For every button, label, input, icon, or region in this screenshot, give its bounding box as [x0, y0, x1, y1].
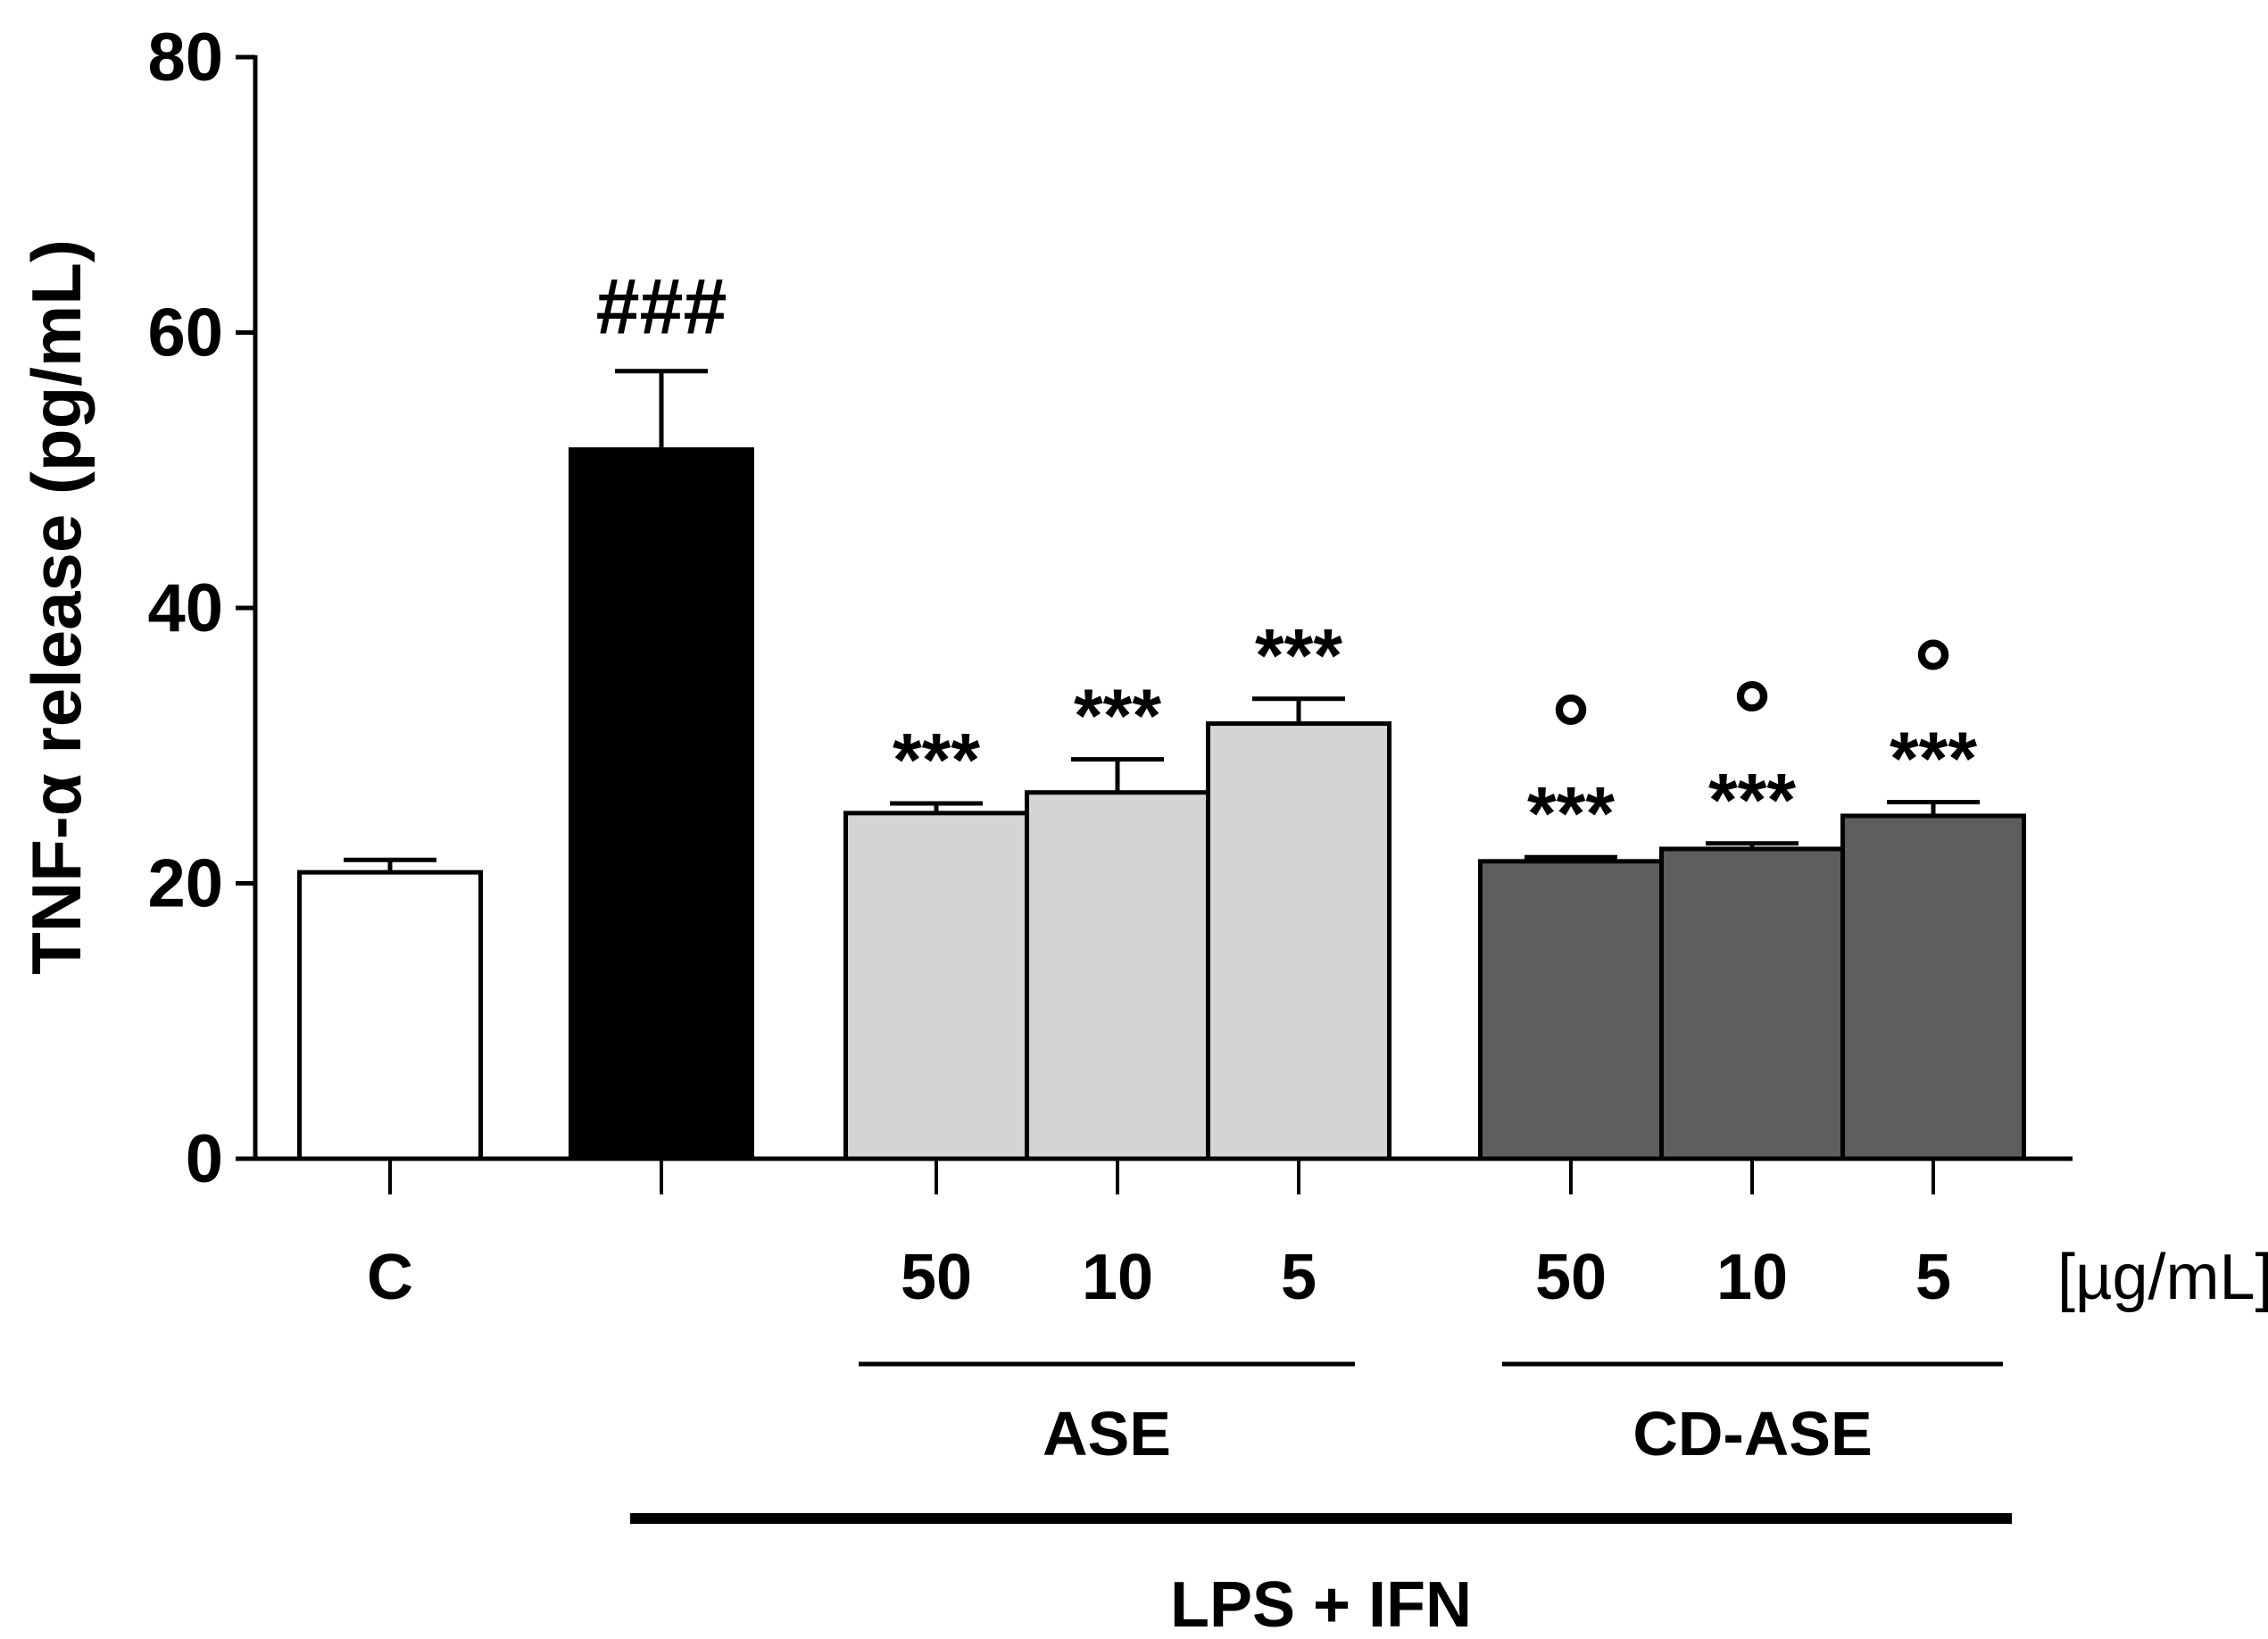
y-axis-title: TNF-α release (pg/mL)	[17, 239, 96, 975]
bar	[1478, 859, 1664, 1161]
bar	[843, 811, 1029, 1161]
significance-label: ***	[1255, 613, 1342, 697]
bar	[1659, 846, 1845, 1161]
significance-label: ***	[1890, 716, 1977, 800]
axes: 0 20 40 60 80	[147, 20, 2073, 1197]
bar	[1840, 813, 2026, 1161]
y-tick-label: 0	[186, 1121, 223, 1197]
significance-label: ***	[893, 718, 980, 802]
bars	[297, 369, 2026, 1161]
significance-label: ***	[1527, 771, 1615, 855]
labels: C###50***10***5***50***°10***°5***°[µg/m…	[367, 262, 2268, 1639]
category-label: C	[367, 1242, 413, 1313]
category-label: 50	[1535, 1242, 1607, 1313]
secondary-mark: °	[1551, 675, 1591, 785]
category-label: 10	[1716, 1242, 1788, 1313]
y-tick-label: 40	[147, 570, 223, 646]
y-tick-label: 80	[147, 20, 223, 96]
y-tick-label: 20	[147, 846, 223, 922]
bar	[1206, 721, 1392, 1161]
secondary-mark: °	[1732, 661, 1772, 771]
category-label: 10	[1082, 1242, 1153, 1313]
category-label: 5	[1915, 1242, 1951, 1313]
y-tick-label: 60	[147, 295, 223, 371]
bar	[1025, 790, 1210, 1161]
category-label: 50	[901, 1242, 972, 1313]
secondary-mark: °	[1914, 620, 1953, 729]
bar	[569, 447, 754, 1161]
category-label: 5	[1281, 1242, 1317, 1313]
group-label: CD-ASE	[1632, 1399, 1872, 1468]
bar	[297, 869, 483, 1161]
unit-label: [µg/mL]	[2057, 1242, 2268, 1313]
group-label: ASE	[1043, 1399, 1171, 1468]
group-label: LPS + IFN	[1170, 1569, 1472, 1639]
significance-label: ***	[1708, 758, 1796, 842]
significance-label: ###	[596, 262, 727, 351]
significance-label: ***	[1074, 674, 1161, 758]
